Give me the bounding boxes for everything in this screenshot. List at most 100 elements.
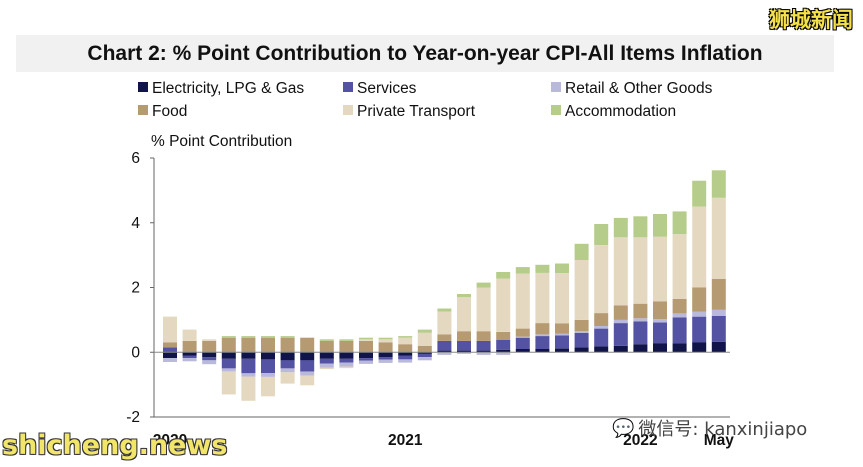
bar-segment-services [359,358,373,361]
bar-segment-retail [359,360,373,364]
bar-segment-retail [711,309,726,316]
bar-segment-accommodation [417,329,432,333]
bar-segment-retail [555,333,569,336]
bar-segment-accommodation [535,264,550,273]
bar-segment-services [653,322,667,344]
bar-segment-services [437,340,452,351]
legend-label-transport: Private Transport [357,103,476,120]
bar-segment-transport [515,273,530,329]
bar-segment-electricity [692,342,707,353]
bar-segment-transport [359,339,373,341]
bar-segment-transport [633,237,648,304]
bar-segment-food [319,340,334,353]
bar-segment-retail [692,311,707,317]
bar-segment-retail [202,360,217,365]
bar-segment-food [633,303,648,319]
bar-segment-electricity [555,348,569,353]
bar-segment-accommodation [613,217,628,238]
bar-segment-services [378,357,393,360]
bar-segment-electricity [594,346,609,353]
bar-segment-accommodation [437,308,452,312]
x-tick-label: May [704,432,735,449]
bar-segment-services [574,332,589,348]
bar-segment-transport [163,316,177,343]
chart-title-bar: Chart 2: % Point Contribution to Year-on… [16,35,834,72]
legend-label-retail: Retail & Other Goods [565,80,713,97]
bar-segment-transport [653,236,667,302]
bar-segment-food [496,331,511,340]
bars [163,170,726,401]
bar-segment-food [182,340,197,353]
bar-segment-accommodation [653,214,667,237]
chart-title: Chart 2: % Point Contribution to Year-on… [87,41,763,65]
bar-segment-food [300,337,315,353]
bar-segment-accommodation [221,336,236,338]
bar-segment-food [241,337,256,353]
bar-segment-transport [221,371,236,395]
bar-segment-food [653,301,667,320]
bar-segment-transport [202,339,217,341]
legend-label-services: Services [357,80,417,97]
bar-segment-electricity [417,352,432,354]
bar-segment-electricity [300,352,315,361]
bar-segment-retail [300,371,315,376]
bar-segment-transport [437,311,452,335]
bar-segment-transport [182,329,197,341]
bar-segment-retail [515,336,530,338]
legend-label-accommodation: Accommodation [565,103,676,120]
bar-segment-electricity [613,345,628,353]
bar-segment-accommodation [496,272,511,279]
bar-segment-electricity [163,352,177,359]
bar-segment-services [496,339,511,350]
bar-segment-transport [319,367,334,370]
bar-segment-electricity [378,352,393,358]
bar-segment-electricity [672,343,687,353]
bar-segment-retail [574,331,589,333]
bar-segment-accommodation [633,216,648,238]
bar-segment-services [280,360,295,369]
bar-segment-electricity [711,341,726,353]
bar-segment-retail [398,359,413,363]
bar-segment-accommodation [692,180,707,207]
bar-segment-services [692,316,707,343]
y-tick-label: 6 [131,150,140,167]
legend: Electricity, LPG & Gas Services Retail & O… [138,80,713,120]
legend-label-food: Food [152,103,187,120]
x-tick-label: 2022 [623,432,657,449]
bar-segment-electricity [241,352,256,359]
bar-segment-services [476,340,491,351]
bar-segment-food [261,337,275,353]
bar-segment-transport [594,245,609,314]
bar-segment-retail [672,313,687,318]
bar-segment-accommodation [359,337,373,340]
bar-segment-retail [182,358,197,362]
x-axis-ticks: 2020 2021 2022 May [153,432,734,449]
bar-segment-retail [378,359,393,363]
bar-segment-services [594,328,609,347]
bar-segment-food [398,344,413,353]
bar-segment-services [457,340,471,351]
bar-segment-electricity [437,350,452,353]
watermark-top-right: 狮城新闻 [769,8,853,32]
bar-segment-electricity [496,349,511,353]
axes [153,158,730,418]
watermark-wechat-id: 微信号: kanxinjiapo [638,419,808,440]
bar-segment-electricity [319,352,334,359]
bar-segment-food [692,287,707,312]
bar-segment-food [515,328,530,337]
bar-segment-transport [574,260,589,320]
legend-swatch-food [138,105,148,115]
y-tick-label: 0 [131,344,140,361]
bar-segment-food [672,298,687,314]
bar-segment-services [417,353,432,358]
bar-segment-transport [261,376,275,397]
legend-swatch-electricity [138,82,148,92]
bar-segment-retail [417,357,432,361]
bar-segment-retail [457,352,471,354]
bar-segment-accommodation [319,339,334,341]
bar-segment-services [241,358,256,374]
bar-segment-accommodation [594,224,609,245]
bar-segment-transport [711,197,726,279]
bar-segment-transport [339,366,354,369]
